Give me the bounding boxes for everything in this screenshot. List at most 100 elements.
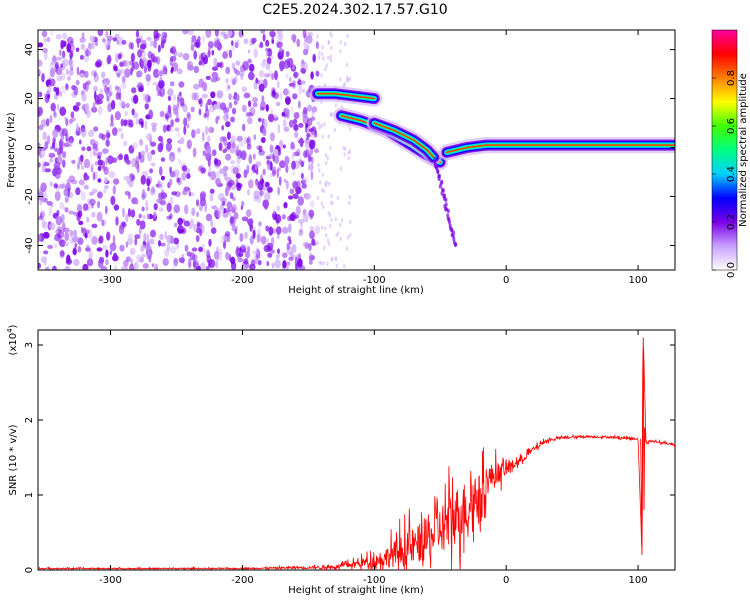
noise-speck <box>240 150 247 161</box>
noise-speck <box>123 176 128 181</box>
noise-speck <box>312 53 317 63</box>
noise-speck <box>230 256 236 265</box>
noise-speck <box>135 30 140 38</box>
noise-speck <box>188 190 192 197</box>
noise-speck <box>109 250 113 256</box>
noise-speck <box>279 91 283 101</box>
noise-speck <box>220 31 227 36</box>
noise-speck <box>63 116 67 121</box>
noise-speck <box>145 245 152 252</box>
noise-speck <box>71 159 76 164</box>
x-tick-label: 0 <box>503 575 509 586</box>
noise-speck <box>146 176 153 184</box>
noise-speck <box>302 241 310 248</box>
noise-speck <box>177 228 185 233</box>
noise-speck <box>38 262 41 269</box>
noise-speck <box>92 172 96 181</box>
noise-speck <box>251 38 255 45</box>
noise-speck <box>77 203 82 213</box>
noise-speck <box>183 125 187 135</box>
y-tick-label: 0 <box>24 567 35 573</box>
y-tick-label: 20 <box>24 92 35 105</box>
noise-speck <box>84 70 89 78</box>
noise-speck <box>269 161 273 171</box>
noise-speck <box>94 61 101 68</box>
noise-speck <box>260 190 264 198</box>
noise-speck <box>77 156 81 166</box>
noise-speck <box>136 70 143 78</box>
tail-speck <box>444 197 448 202</box>
noise-speck <box>327 241 331 247</box>
noise-speck <box>64 232 70 242</box>
noise-speck <box>252 250 259 255</box>
noise-speck <box>68 58 73 67</box>
noise-speck <box>301 179 307 185</box>
noise-speck <box>87 42 93 50</box>
noise-speck <box>88 129 95 138</box>
noise-speck <box>297 258 303 268</box>
signal-trace <box>446 144 675 154</box>
noise-speck <box>243 258 249 265</box>
noise-speck <box>290 33 297 42</box>
noise-speck <box>111 157 117 163</box>
noise-speck <box>272 209 276 215</box>
noise-speck <box>298 100 301 109</box>
noise-speck <box>179 136 185 145</box>
noise-speck <box>124 110 128 117</box>
noise-speck <box>308 128 314 133</box>
noise-speck <box>94 90 97 101</box>
noise-speck <box>112 185 116 195</box>
noise-speck <box>323 122 326 127</box>
snr-y-label: SNR (10 * v/v) <box>8 424 19 495</box>
noise-speck <box>246 143 252 150</box>
noise-speck <box>166 243 171 252</box>
noise-speck <box>84 184 90 190</box>
noise-speck <box>62 58 69 67</box>
noise-speck <box>300 172 304 180</box>
noise-speck <box>128 145 135 154</box>
noise-speck <box>159 70 166 75</box>
noise-speck <box>252 229 256 240</box>
noise-speck <box>193 50 197 60</box>
noise-speck <box>318 51 321 56</box>
noise-speck <box>265 49 268 57</box>
noise-speck <box>307 153 311 163</box>
noise-speck <box>52 265 57 270</box>
noise-speck <box>205 213 213 222</box>
noise-speck <box>56 209 60 216</box>
noise-speck <box>129 247 136 256</box>
noise-speck <box>277 248 280 254</box>
snr-panel: -300 -200 -100 0 100 0 1 2 3 Height of straight… <box>6 324 676 596</box>
noise-speck <box>236 135 243 142</box>
noise-speck <box>159 76 163 82</box>
noise-speck <box>247 246 250 253</box>
noise-speck <box>296 38 301 48</box>
tail-speck <box>435 164 439 169</box>
noise-speck <box>200 196 206 207</box>
noise-speck <box>291 160 296 170</box>
noise-speck <box>153 211 157 218</box>
noise-speck <box>178 158 181 165</box>
tail-speck <box>438 184 442 189</box>
noise-speck <box>236 155 241 165</box>
noise-speck <box>214 40 221 48</box>
noise-speck <box>240 73 244 81</box>
noise-speck <box>225 66 231 75</box>
noise-speck <box>228 49 233 59</box>
noise-speck <box>288 223 292 234</box>
noise-speck <box>97 237 101 245</box>
noise-speck <box>214 30 219 37</box>
noise-speck <box>330 33 333 38</box>
colorbar: 0.0 0.2 0.4 0.6 0.8 Normalized spectral ampl… <box>711 29 749 278</box>
noise-speck <box>42 131 47 141</box>
noise-speck <box>96 247 103 252</box>
noise-speck <box>173 237 180 245</box>
noise-speck <box>211 205 218 210</box>
noise-speck <box>266 191 271 202</box>
noise-speck <box>321 134 324 140</box>
noise-speck <box>44 51 48 61</box>
noise-speck <box>168 152 176 162</box>
snr-multiplier-exp: 4 <box>6 328 14 333</box>
noise-speck <box>343 146 347 152</box>
noise-speck <box>55 87 60 96</box>
